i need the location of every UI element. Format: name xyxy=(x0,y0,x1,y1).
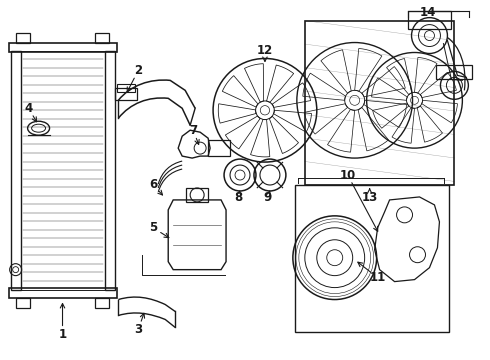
Bar xyxy=(305,21,454,185)
Bar xyxy=(9,288,118,298)
Text: 8: 8 xyxy=(234,192,242,204)
Bar xyxy=(96,298,109,307)
Bar xyxy=(11,50,21,289)
Text: 6: 6 xyxy=(149,179,157,192)
Text: 2: 2 xyxy=(134,64,143,77)
Text: 11: 11 xyxy=(369,271,386,284)
Bar xyxy=(408,11,451,28)
Text: 12: 12 xyxy=(257,44,273,57)
Text: 13: 13 xyxy=(362,192,378,204)
Bar xyxy=(118,84,135,92)
Text: 14: 14 xyxy=(419,6,436,19)
Text: 3: 3 xyxy=(134,323,143,336)
Bar xyxy=(16,298,29,307)
Bar xyxy=(96,32,109,42)
Text: 10: 10 xyxy=(340,168,356,181)
Text: 9: 9 xyxy=(264,192,272,204)
Text: 1: 1 xyxy=(58,328,67,341)
Bar xyxy=(186,188,208,202)
Bar xyxy=(9,42,118,53)
Bar xyxy=(208,140,230,156)
Bar xyxy=(105,50,115,289)
Bar xyxy=(437,66,472,80)
Text: 4: 4 xyxy=(24,102,33,115)
Bar xyxy=(21,50,105,289)
Text: 7: 7 xyxy=(189,124,197,137)
Bar xyxy=(295,185,449,332)
Bar xyxy=(115,88,137,100)
Bar xyxy=(16,32,29,42)
Text: 5: 5 xyxy=(149,221,157,234)
